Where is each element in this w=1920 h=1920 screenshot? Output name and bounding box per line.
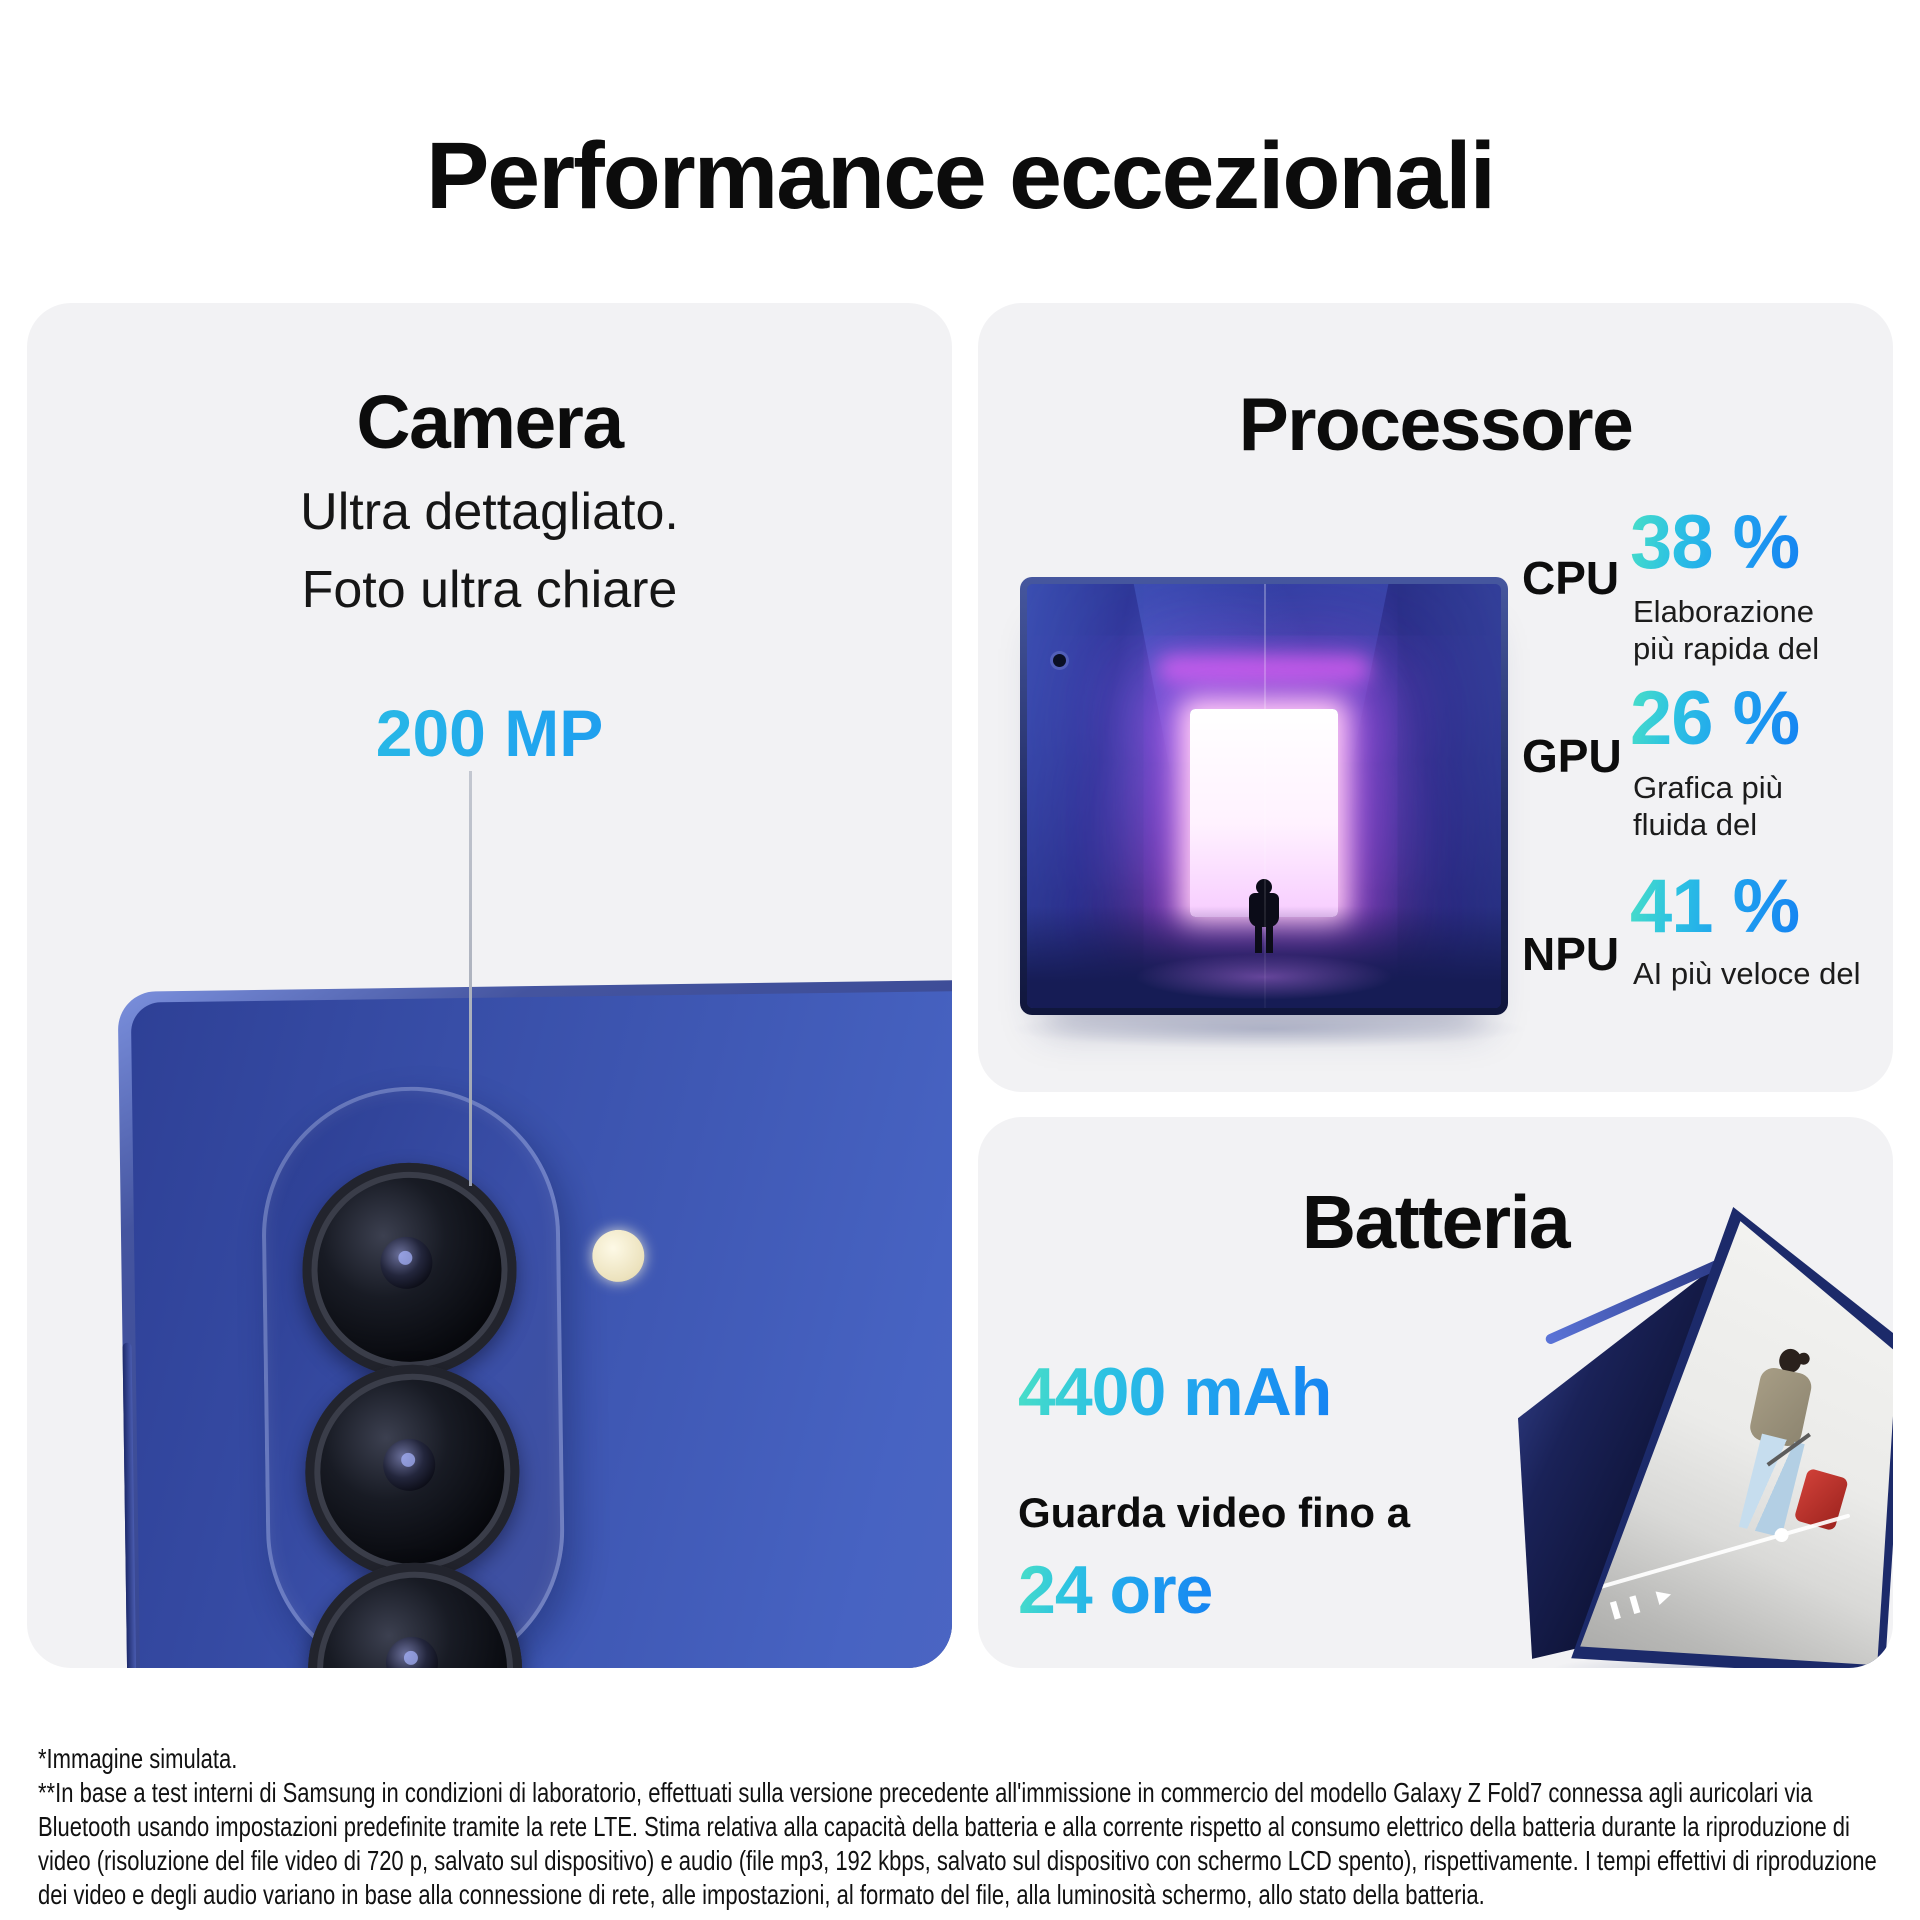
character-head (1256, 878, 1272, 895)
camera-phone-image (117, 978, 952, 1668)
footnotes: *Immagine simulata. **In base a test int… (38, 1742, 1918, 1912)
battery-card-title: Batteria (1301, 1180, 1571, 1264)
camera-lens-middle (303, 1363, 521, 1581)
processor-phone-image (1020, 577, 1508, 1015)
phone-shadow (1008, 1009, 1528, 1049)
camera-card-subtitle: Ultra dettagliato. Foto ultra chiare (300, 483, 679, 619)
cpu-label: CPU (1522, 552, 1620, 604)
camera-card: Camera Ultra dettagliato. Foto ultra chi… (27, 303, 952, 1668)
front-camera-dot (1053, 654, 1066, 667)
npu-value: 41 % (1630, 864, 1800, 949)
fold-crease-line (1264, 584, 1266, 1008)
processor-card: Processore CPU 38 % Ela (978, 303, 1893, 1092)
scene-portal-glow-top (1159, 656, 1369, 683)
battery-card: Batteria 4400 mAh Guarda video fino a 24… (978, 1117, 1893, 1668)
character-legs (1255, 924, 1273, 953)
battery-watch-label: Guarda video fino a (1018, 1489, 1411, 1536)
phone-side-button (122, 1342, 137, 1668)
gpu-label: GPU (1522, 730, 1622, 782)
camera-card-title: Camera (356, 380, 624, 464)
scene-reflection (1134, 953, 1394, 1000)
camera-lens-top (301, 1161, 518, 1379)
processor-card-title: Processore (1238, 382, 1634, 466)
battery-hours-value: 24 ore (1018, 1552, 1213, 1628)
video-player-icons: ❚❚ ▶ (1605, 1583, 1679, 1621)
character-body (1249, 892, 1279, 927)
scene-character (1249, 878, 1279, 953)
camera-megapixel-value: 200 MP (27, 695, 952, 771)
npu-label: NPU (1522, 928, 1620, 980)
gpu-value: 26 % (1630, 676, 1800, 761)
gpu-description: Grafica più fluida del (1633, 770, 1783, 843)
camera-island (259, 1084, 567, 1668)
person-hair-bun (1797, 1351, 1811, 1366)
lens-pointer-line (469, 771, 472, 1186)
page-title: Performance eccezionali (425, 122, 1496, 229)
game-scene (1027, 584, 1501, 1008)
camera-flash (591, 1229, 645, 1283)
battery-capacity-value: 4400 mAh (1018, 1354, 1332, 1430)
camera-lens-bottom (306, 1561, 524, 1668)
npu-description: AI più veloce del (1633, 956, 1861, 991)
cpu-description: Elaborazione più rapida del (1633, 594, 1820, 667)
battery-phone-image: ❚❚ ▶ (1518, 1207, 1893, 1668)
footnote-simulated-image: *Immagine simulata. (38, 1743, 238, 1774)
cpu-value: 38 % (1630, 500, 1800, 585)
footnote-disclaimer: **In base a test interni di Samsung in c… (38, 1776, 1877, 1910)
phone-back-panel (122, 989, 952, 1668)
person-pants (1738, 1433, 1805, 1538)
